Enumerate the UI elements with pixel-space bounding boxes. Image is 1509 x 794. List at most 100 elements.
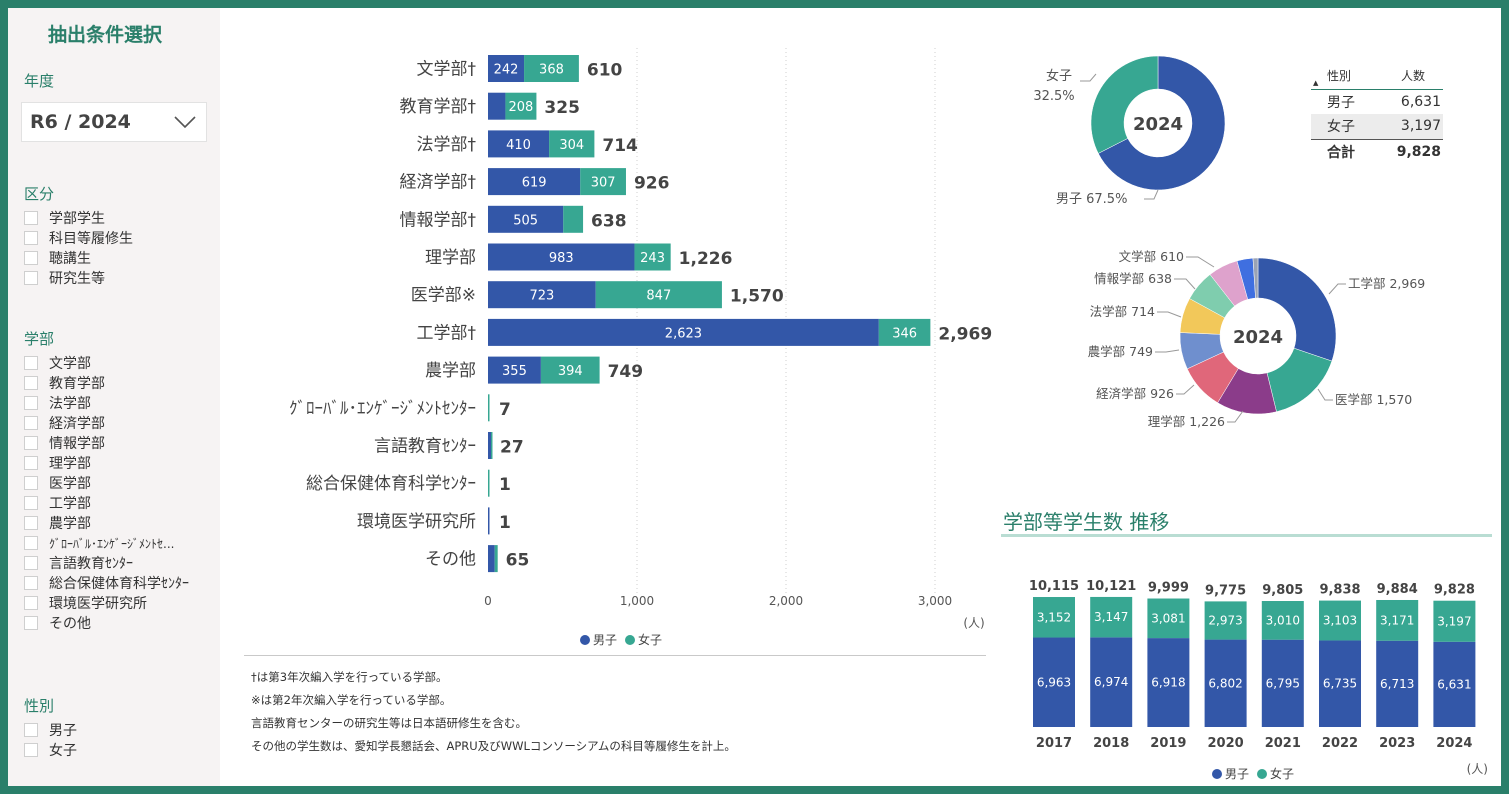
- bar-segment-male: [488, 545, 495, 573]
- footnote-1: †は第3年次編入学を行っている学部。: [251, 670, 448, 684]
- column-total-label: 9,838: [1319, 583, 1360, 598]
- checkbox-faculty-1[interactable]: 教育学部: [24, 373, 105, 393]
- checkbox-box[interactable]: [24, 743, 38, 757]
- table-header-count[interactable]: 人数: [1400, 69, 1425, 84]
- checkbox-faculty-6[interactable]: 医学部: [24, 473, 91, 493]
- total-label: 926: [634, 174, 670, 194]
- table-row: 男子 6,631: [1311, 89, 1443, 114]
- segment-label-male: 983: [549, 251, 574, 266]
- x-tick-label: 0: [484, 594, 492, 608]
- column-total-label: 9,999: [1148, 581, 1189, 596]
- donut-leader-line: [1176, 384, 1195, 395]
- checkbox-box[interactable]: [24, 496, 38, 510]
- checkbox-faculty-3[interactable]: 経済学部: [24, 413, 105, 433]
- category-label: 経済学部†: [400, 173, 477, 193]
- gender-filter-label: 性別: [24, 697, 55, 715]
- donut-leader-line: [1186, 256, 1215, 268]
- checkbox-faculty-7[interactable]: 工学部: [24, 493, 91, 513]
- checkbox-box[interactable]: [24, 251, 38, 265]
- legend-label-male: 男子: [1225, 767, 1249, 780]
- donut-slice-工学部: [1257, 257, 1337, 362]
- total-label: 610: [587, 61, 623, 81]
- checkbox-category-1[interactable]: 科目等履修生: [24, 228, 133, 248]
- checkbox-label: 科目等履修生: [49, 231, 133, 247]
- bar-segment-female: [488, 469, 490, 497]
- checkbox-box[interactable]: [24, 516, 38, 530]
- checkbox-faculty-8[interactable]: 農学部: [24, 513, 91, 533]
- checkbox-box[interactable]: [24, 456, 38, 470]
- bar-segment-male: [488, 130, 550, 158]
- checkbox-box[interactable]: [24, 356, 38, 370]
- checkbox-gender-0[interactable]: 男子: [24, 720, 77, 740]
- checkbox-box[interactable]: [24, 556, 38, 570]
- checkbox-box[interactable]: [24, 596, 38, 610]
- column-segment-male: [1319, 640, 1361, 727]
- checkbox-box[interactable]: [24, 416, 38, 430]
- checkbox-faculty-11[interactable]: 総合保健体育科学ｾﾝﾀｰ: [24, 573, 189, 593]
- gender-donut-chart: 2024 女子 32.5% 男子 67.5%: [1033, 55, 1226, 207]
- checkbox-box[interactable]: [24, 536, 38, 550]
- column-label-male: 6,631: [1437, 677, 1471, 691]
- column-label-male: 6,802: [1208, 676, 1242, 690]
- checkbox-category-2[interactable]: 聴講生: [24, 248, 91, 268]
- checkbox-label: 聴講生: [49, 251, 91, 267]
- checkbox-box[interactable]: [24, 271, 38, 285]
- donut-leader-line: [1317, 388, 1333, 401]
- checkbox-label: 教育学部: [49, 376, 105, 392]
- bar-segment-female: [540, 356, 600, 384]
- column-label-male: 6,918: [1151, 676, 1185, 690]
- donut-leader-line: [1157, 311, 1182, 318]
- column-label-female: 3,103: [1323, 614, 1357, 628]
- checkbox-faculty-10[interactable]: 言語教育ｾﾝﾀｰ: [24, 553, 133, 573]
- checkbox-box[interactable]: [24, 723, 38, 737]
- column-total-label: 9,805: [1262, 583, 1303, 598]
- checkbox-box[interactable]: [24, 576, 38, 590]
- checkbox-category-3[interactable]: 研究生等: [24, 268, 105, 288]
- segment-label-female: 243: [640, 251, 665, 266]
- bar-segment-female: [580, 168, 626, 196]
- checkbox-label: 環境医学研究所: [49, 596, 147, 612]
- checkbox-faculty-5[interactable]: 理学部: [24, 453, 91, 473]
- checkbox-faculty-12[interactable]: 環境医学研究所: [24, 593, 147, 613]
- footnote-2: ※は第2年次編入学を行っている学部。: [251, 693, 452, 707]
- donut-leader-line: [1227, 410, 1244, 423]
- checkbox-label: ｸﾞﾛｰﾊﾞﾙ･ｴﾝｹﾞｰｼﾞﾒﾝﾄｾ...: [49, 536, 175, 551]
- column-segment-female: [1090, 596, 1133, 638]
- donut-slice-男子: [1097, 55, 1226, 191]
- checkbox-box[interactable]: [24, 211, 38, 225]
- column-segment-male: [1204, 639, 1247, 727]
- table-total-row: 合計 9,828: [1311, 139, 1443, 164]
- legend-marker-male: [580, 635, 590, 645]
- checkbox-box[interactable]: [24, 376, 38, 390]
- checkbox-label: 学部学生: [49, 211, 105, 227]
- checkbox-box[interactable]: [24, 616, 38, 630]
- checkbox-faculty-0[interactable]: 文学部: [24, 353, 91, 373]
- table-header-gender[interactable]: ▲ 性別: [1311, 63, 1367, 89]
- checkbox-box[interactable]: [24, 436, 38, 450]
- segment-label-female: 307: [591, 176, 616, 191]
- checkbox-faculty-9[interactable]: ｸﾞﾛｰﾊﾞﾙ･ｴﾝｹﾞｰｼﾞﾒﾝﾄｾ...: [24, 533, 174, 553]
- checkbox-label: 情報学部: [49, 436, 105, 452]
- checkbox-box[interactable]: [24, 476, 38, 490]
- checkbox-category-0[interactable]: 学部学生: [24, 208, 105, 228]
- footnote-3: 言語教育センターの研究生等は日本語研修生を含む。: [251, 716, 527, 730]
- donut-label-female-pct: 32.5%: [1033, 89, 1074, 104]
- faculty-donut-chart: 2024 工学部 2,969 医学部 1,570 理学部 1,226 経済学部 926 農…: [1088, 249, 1426, 429]
- bar-segment-female: [595, 281, 722, 309]
- checkbox-faculty-13[interactable]: その他: [24, 613, 91, 633]
- dashboard: 抽出条件選択 年度 R6 / 2024 区分 学部学生 科目等履修生 聴講生 研…: [8, 8, 1501, 786]
- x-tick-label: 2022: [1322, 736, 1358, 751]
- checkbox-box[interactable]: [24, 231, 38, 245]
- donut-leader-line: [1174, 278, 1196, 290]
- donut-slice-label: 経済学部 926: [1096, 386, 1174, 401]
- filter-sidebar: 抽出条件選択 年度 R6 / 2024 区分 学部学生 科目等履修生 聴講生 研…: [8, 8, 220, 786]
- legend-marker-male: [1212, 769, 1222, 779]
- total-label: 1,570: [730, 287, 784, 307]
- year-dropdown[interactable]: R6 / 2024: [21, 102, 207, 142]
- checkbox-faculty-2[interactable]: 法学部: [24, 393, 91, 413]
- checkbox-faculty-4[interactable]: 情報学部: [24, 433, 105, 453]
- checkbox-gender-1[interactable]: 女子: [24, 740, 77, 760]
- checkbox-box[interactable]: [24, 396, 38, 410]
- total-label: 749: [608, 362, 644, 382]
- category-label: 環境医学研究所: [357, 512, 476, 532]
